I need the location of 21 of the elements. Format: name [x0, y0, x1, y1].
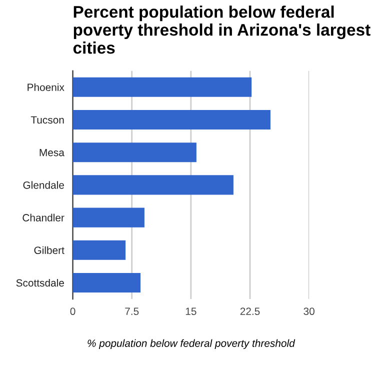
x-tick-label: 7.5 [125, 308, 139, 316]
bar [72, 240, 126, 260]
y-tick-label: Mesa [40, 148, 64, 156]
y-tick-label: Phoenix [28, 83, 64, 92]
bar [72, 208, 144, 228]
y-tick-label: Glendale [23, 181, 64, 189]
bar [72, 142, 196, 162]
y-tick-label: Scottsdale [16, 278, 64, 287]
bar [72, 272, 141, 293]
bar [72, 110, 270, 130]
x-tick-label: 30 [304, 308, 314, 316]
x-tick-label: 22.5 [240, 308, 260, 316]
y-tick-label: Tucson [30, 116, 64, 124]
y-tick-label: Chandler [22, 214, 64, 222]
y-tick-label: Gilbert [34, 246, 64, 254]
bar [72, 77, 252, 97]
x-axis-title: % population below federal poverty threshold [88, 339, 296, 349]
x-tick-label: 15 [186, 308, 196, 316]
chart-title: Percent population below federal poverty threshold in Arizona's largest cities [73, 6, 370, 54]
bar [72, 175, 234, 195]
x-tick-label: 0 [70, 308, 76, 316]
